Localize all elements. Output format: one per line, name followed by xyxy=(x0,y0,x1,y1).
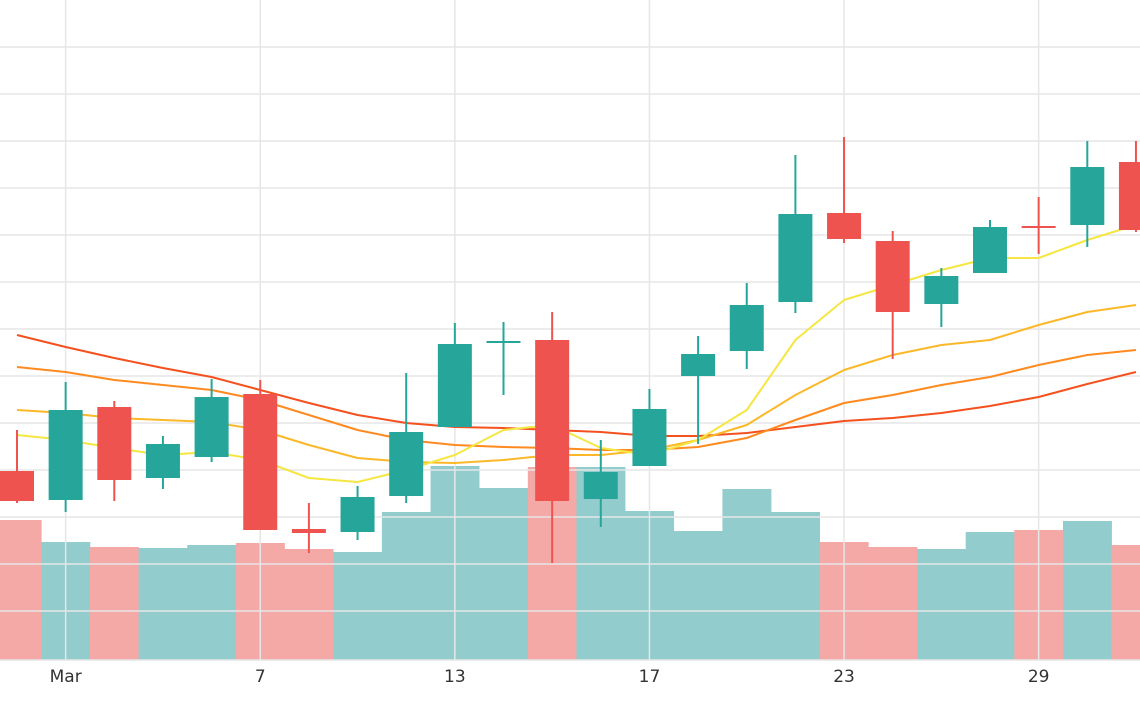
x-tick-label: 17 xyxy=(639,667,661,687)
candle-body xyxy=(973,227,1007,273)
candle-body xyxy=(389,432,424,496)
candle-body xyxy=(437,344,472,427)
candle-body xyxy=(97,407,132,480)
candle-body xyxy=(0,471,34,501)
candle-body xyxy=(827,213,862,239)
volume-bar xyxy=(771,512,821,660)
volume-bar xyxy=(868,547,918,660)
candle-body xyxy=(145,444,180,478)
volume-bar xyxy=(381,512,431,660)
moving-average-line xyxy=(16,349,1137,451)
x-tick-label: 29 xyxy=(1028,667,1050,687)
candle-body xyxy=(243,394,278,530)
moving-average-line xyxy=(16,334,1137,437)
volume-bar xyxy=(138,548,188,660)
volume-bar xyxy=(673,531,723,660)
volume-bar xyxy=(479,488,529,660)
candle-body xyxy=(729,305,764,351)
candle-body xyxy=(1118,162,1140,230)
candle-body xyxy=(1021,226,1056,228)
candle-body xyxy=(340,497,375,532)
candle-body xyxy=(1070,167,1105,225)
x-tick-label: 7 xyxy=(255,667,266,687)
volume-bar xyxy=(965,532,1015,660)
volume-bar xyxy=(333,552,383,660)
volume-bar xyxy=(1062,521,1112,660)
moving-average-line xyxy=(16,224,1137,483)
volume-bar xyxy=(0,520,42,660)
x-tick-label: 23 xyxy=(833,667,855,687)
candle-body xyxy=(486,341,521,343)
candle-body xyxy=(291,529,326,533)
candle-body xyxy=(924,276,959,304)
volume-bar xyxy=(89,547,139,660)
candle-body xyxy=(778,214,813,302)
volume-bar xyxy=(722,489,772,660)
x-tick-label: 13 xyxy=(444,667,466,687)
volume-bar xyxy=(284,549,334,660)
candle-body xyxy=(681,354,716,376)
volume-bar xyxy=(1111,545,1140,660)
candle-body xyxy=(194,397,229,457)
candle-body xyxy=(632,409,667,466)
x-tick-label: Mar xyxy=(50,667,82,687)
candle-body xyxy=(48,410,83,500)
volume-bar xyxy=(917,549,966,660)
volume-bar xyxy=(187,545,237,660)
candle-body xyxy=(875,241,910,312)
candle-body xyxy=(583,472,618,499)
candle-body xyxy=(535,340,570,501)
